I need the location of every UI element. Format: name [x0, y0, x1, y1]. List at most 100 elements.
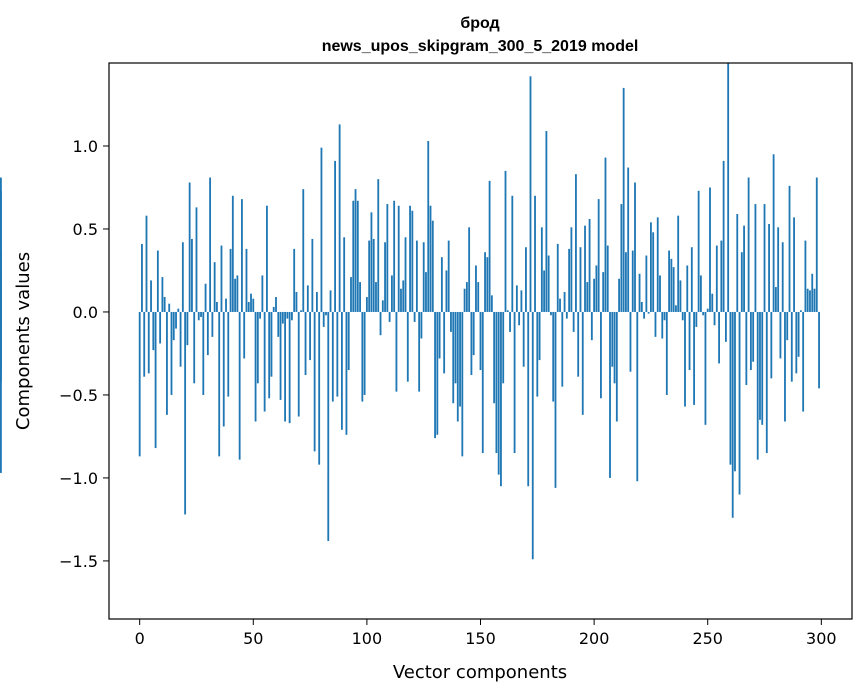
- bar: [665, 311, 668, 395]
- bar: [781, 242, 784, 312]
- bar: [652, 232, 655, 312]
- bar: [711, 293, 714, 312]
- bar: [452, 311, 455, 404]
- x-axis-ticks: 0 50 100 150 200 250 300: [135, 619, 837, 648]
- bar: [506, 310, 509, 312]
- bar: [243, 311, 246, 359]
- bar: [461, 311, 464, 457]
- x-tick-label: 150: [465, 629, 496, 648]
- bar: [568, 248, 571, 312]
- bar: [729, 311, 732, 465]
- bar: [431, 220, 434, 312]
- bar: [643, 311, 646, 319]
- bar: [175, 311, 177, 329]
- bar: [672, 267, 675, 312]
- bar: [559, 298, 561, 312]
- bar: [486, 257, 489, 312]
- bar: [472, 311, 475, 356]
- x-tick-label: 50: [243, 629, 263, 648]
- bar: [200, 311, 202, 317]
- bar: [268, 311, 271, 399]
- bar: [743, 225, 745, 312]
- bar: [686, 265, 689, 312]
- bar: [590, 311, 593, 341]
- bar: [799, 310, 802, 312]
- bar: [204, 283, 207, 312]
- bar: [172, 311, 175, 341]
- bar: [345, 311, 348, 435]
- bar: [731, 311, 734, 518]
- bar: [772, 154, 775, 312]
- y-tick-label: 0.0: [73, 303, 98, 322]
- bar: [684, 311, 686, 407]
- bar: [184, 311, 187, 515]
- bar: [259, 311, 262, 319]
- bar: [306, 285, 309, 312]
- bar: [356, 200, 359, 312]
- bar: [390, 275, 393, 312]
- bar: [761, 311, 764, 425]
- bar: [256, 311, 259, 384]
- bar: [563, 292, 566, 312]
- bar: [784, 311, 786, 422]
- bar: [779, 311, 782, 359]
- bar: [325, 311, 327, 316]
- bar: [261, 275, 264, 312]
- bar: [138, 311, 141, 457]
- bar: [315, 292, 318, 312]
- bar: [770, 311, 773, 379]
- bar: [279, 311, 282, 400]
- bar: [720, 240, 723, 312]
- bar: [227, 311, 230, 397]
- bar: [404, 237, 407, 312]
- bar: [727, 63, 730, 312]
- bar: [786, 311, 789, 341]
- bar: [659, 275, 661, 312]
- bar: [388, 311, 391, 322]
- bar: [161, 277, 164, 312]
- bar: [363, 311, 366, 395]
- bar: [543, 270, 546, 312]
- bar: [272, 306, 275, 312]
- bar: [188, 182, 191, 312]
- bar: [354, 189, 357, 312]
- bar: [763, 204, 766, 312]
- x-axis-label: Vector components: [393, 662, 567, 683]
- bar: [375, 282, 377, 312]
- bar: [159, 311, 162, 344]
- bar: [475, 265, 477, 312]
- bar: [270, 311, 273, 377]
- bar: [241, 199, 243, 312]
- bar: [429, 205, 432, 312]
- bar: [609, 311, 611, 478]
- bar: [738, 311, 741, 495]
- bar: [436, 311, 439, 435]
- bar: [156, 250, 159, 312]
- bar: [625, 252, 627, 312]
- bar: [695, 311, 698, 327]
- bar: [438, 311, 441, 359]
- bar: [790, 311, 793, 382]
- bar: [450, 311, 452, 332]
- x-tick-label: 200: [579, 629, 610, 648]
- bar: [529, 76, 532, 312]
- bar: [300, 310, 302, 312]
- bar: [377, 179, 380, 312]
- bar: [556, 243, 559, 312]
- bar: [481, 311, 484, 454]
- bar: [584, 225, 586, 312]
- bar: [493, 311, 496, 404]
- bar: [550, 311, 552, 316]
- y-tick-label: −1.0: [59, 469, 98, 488]
- bar: [631, 250, 634, 312]
- bar: [409, 205, 411, 312]
- bar: [311, 238, 314, 312]
- bar: [468, 227, 471, 312]
- bar: [343, 237, 346, 312]
- bar-series: [0, 63, 820, 560]
- bar: [386, 204, 389, 312]
- bar: [277, 311, 280, 337]
- x-tick-label: 250: [692, 629, 723, 648]
- bar: [804, 240, 807, 312]
- bar: [202, 311, 205, 395]
